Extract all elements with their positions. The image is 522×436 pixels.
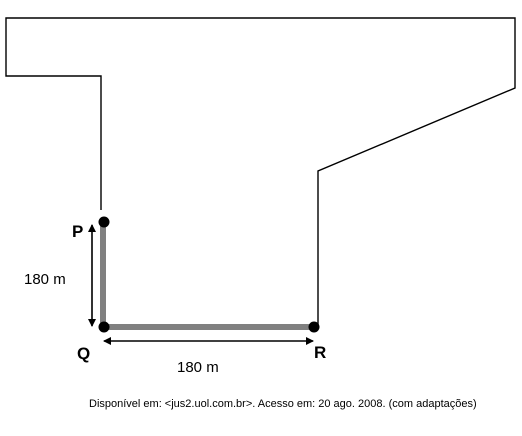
source-caption: Disponível em: <jus2.uol.com.br>. Acesso…	[89, 398, 477, 410]
point-q-label: Q	[77, 344, 90, 363]
point-p-label: P	[72, 222, 83, 241]
point-p-dot	[98, 216, 110, 228]
dimension-label-vertical: 180 m	[24, 271, 66, 288]
point-r-dot	[308, 321, 320, 333]
point-r-label: R	[314, 343, 326, 362]
street-outline	[5, 17, 516, 327]
dimension-label-horizontal: 180 m	[177, 359, 219, 376]
point-q-dot	[98, 321, 110, 333]
